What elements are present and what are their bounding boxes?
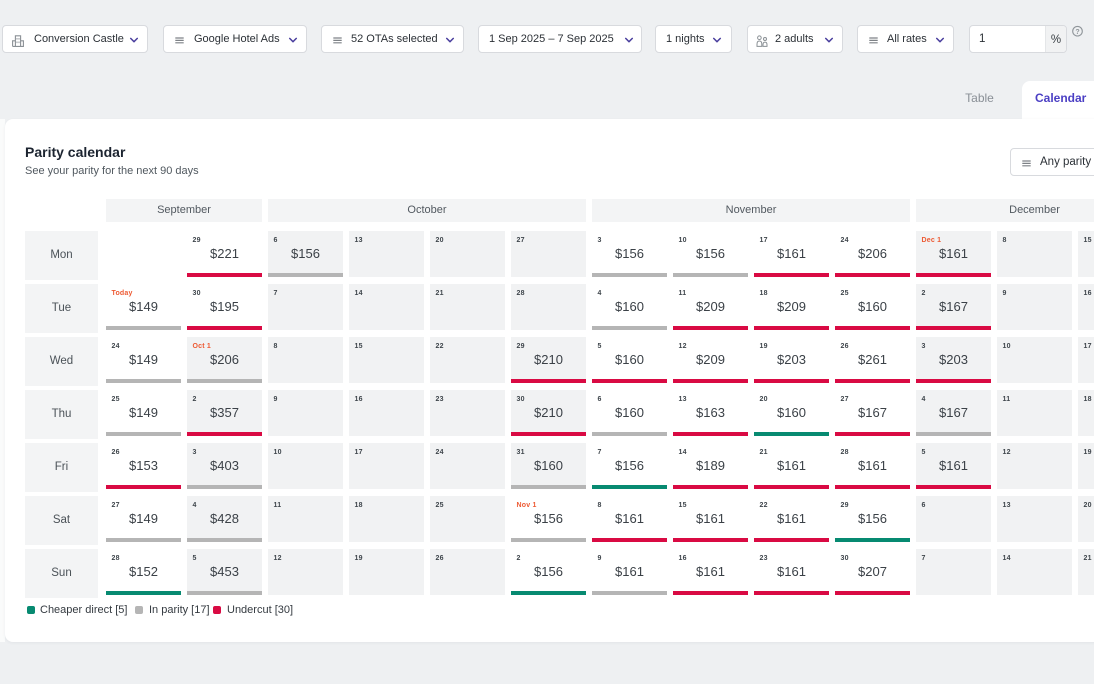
- svg-text:?: ?: [1075, 29, 1079, 36]
